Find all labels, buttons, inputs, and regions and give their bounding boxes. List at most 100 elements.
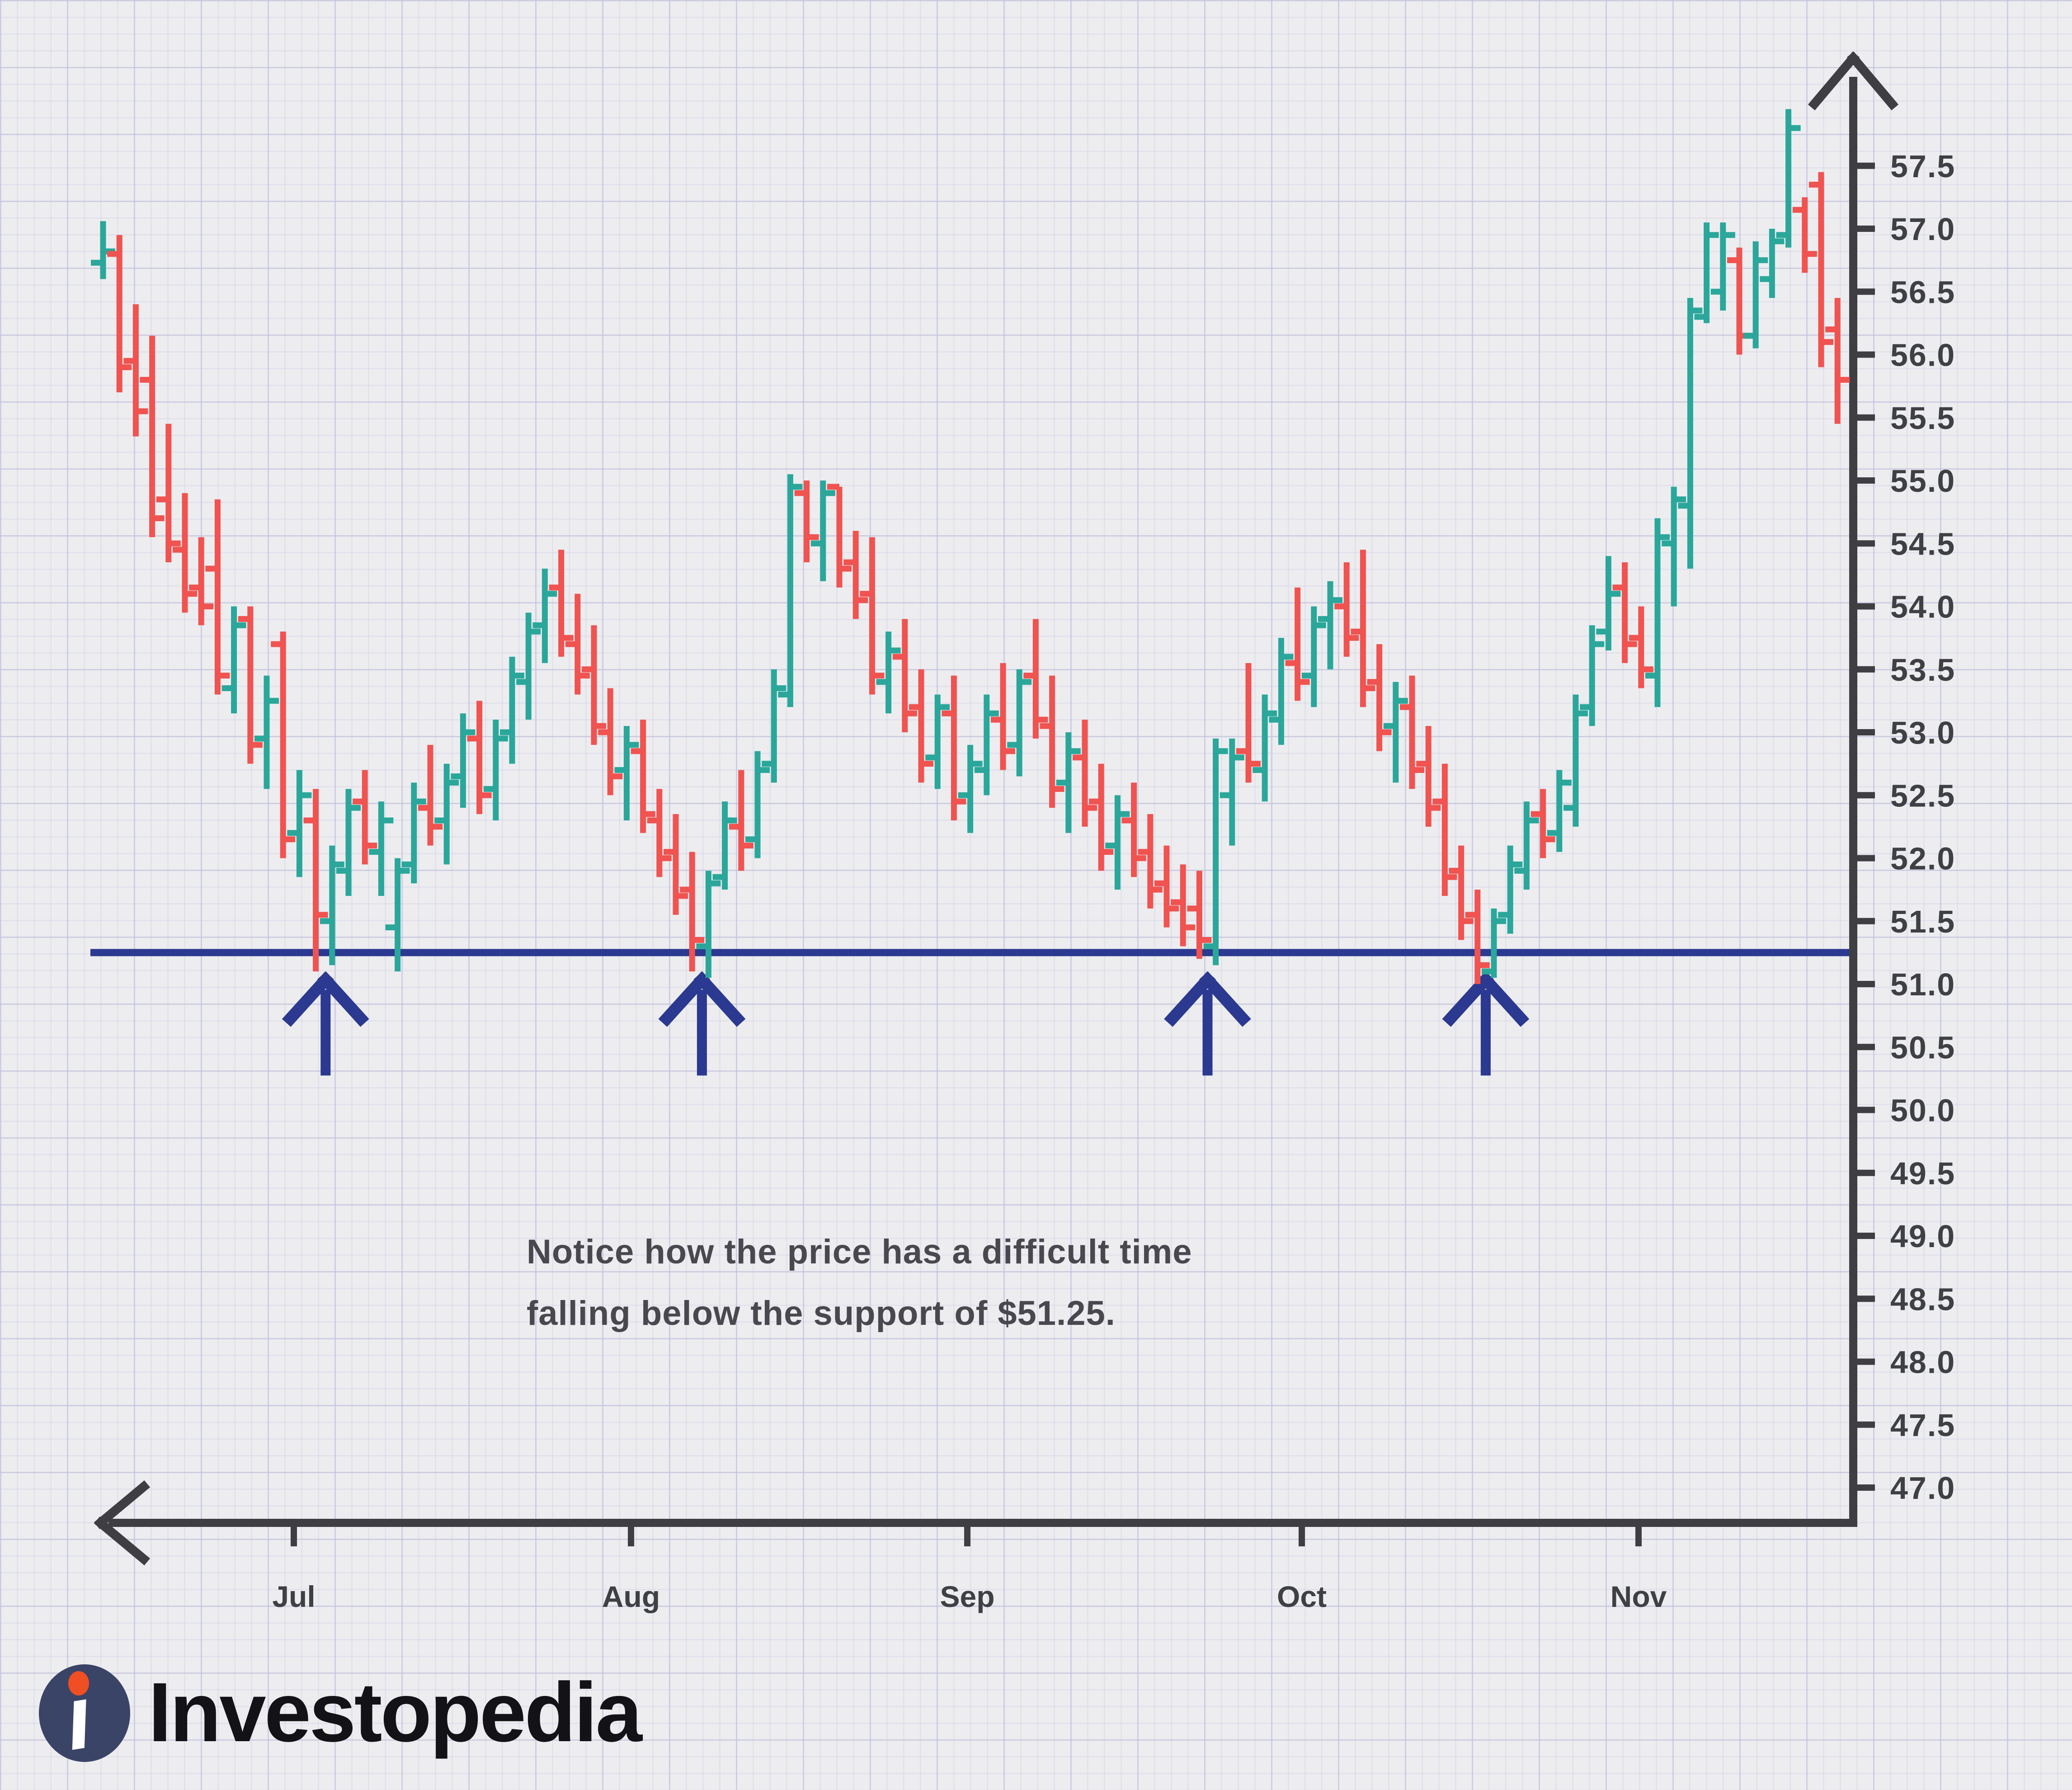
ohlc-bar: [1400, 675, 1424, 789]
x-tick-label: Oct: [1277, 1580, 1327, 1613]
up-arrow-icon: [658, 971, 746, 1076]
ohlc-bar: [385, 858, 410, 972]
ohlc-bar: [173, 493, 197, 613]
ohlc-bar: [238, 606, 263, 764]
ohlc-bar: [1269, 638, 1294, 745]
investopedia-logo-text: Investopedia: [148, 1665, 642, 1759]
y-tick-label: 55.0: [1890, 463, 1955, 499]
ohlc-bar: [1825, 298, 1850, 424]
ohlc-bar: [1040, 675, 1064, 808]
ohlc-bar: [958, 744, 983, 833]
ohlc-bar: [1432, 763, 1457, 896]
ohlc-bar: [664, 814, 688, 915]
ohlc-bar: [696, 871, 721, 978]
y-tick-label: 55.5: [1890, 400, 1955, 436]
ohlc-bar: [1449, 845, 1474, 940]
ohlc-bar: [1334, 562, 1359, 657]
ohlc-bar: [483, 720, 508, 820]
ohlc-bar: [401, 782, 426, 884]
y-tick-label: 47.5: [1890, 1408, 1955, 1443]
ohlc-bar: [1776, 109, 1801, 248]
ohlc-bar: [516, 612, 541, 720]
y-tick-label: 49.0: [1890, 1219, 1955, 1254]
x-tick-label: Aug: [602, 1580, 660, 1613]
ohlc-bar: [745, 751, 770, 858]
ohlc-bar: [532, 568, 557, 663]
ohlc-bar: [189, 537, 214, 626]
ohlc-bar: [221, 606, 246, 714]
ohlc-bar: [1301, 606, 1326, 707]
ohlc-bar: [320, 845, 344, 966]
support-annotation-line1: Notice how the price has a difficult tim…: [527, 1233, 1192, 1271]
ohlc-bar: [353, 770, 377, 865]
ohlc-bar: [336, 789, 361, 896]
y-tick-label: 53.0: [1890, 715, 1955, 750]
ohlc-bar: [1318, 581, 1342, 669]
ohlc-bar: [1678, 298, 1703, 569]
ohlc-bar: [254, 675, 279, 789]
ohlc-bar: [974, 694, 999, 796]
ohlc-bar: [1743, 241, 1768, 349]
ohlc-bar: [467, 701, 492, 815]
ohlc-bar: [1383, 682, 1408, 783]
y-tick-label: 56.5: [1890, 274, 1955, 310]
ohlc-bar: [762, 669, 786, 783]
ohlc-bar: [1580, 625, 1605, 726]
ohlc-bar: [1482, 908, 1506, 978]
ohlc-bar: [1138, 814, 1163, 909]
ohlc-bar: [1367, 644, 1392, 751]
ohlc-bar: [107, 235, 132, 393]
ohlc-bar: [1056, 732, 1081, 833]
ohlc-bar: [1187, 871, 1212, 959]
up-arrow-icon: [1442, 971, 1530, 1076]
support-touch-arrows: [282, 971, 1530, 1076]
ohlc-bar: [892, 619, 917, 732]
ohlc-bar: [598, 688, 623, 796]
y-tick-label: 48.0: [1890, 1345, 1955, 1380]
up-arrow-icon: [282, 971, 369, 1076]
ohlc-bar: [1023, 619, 1048, 739]
ohlc-bar: [1171, 864, 1196, 947]
y-tick-label: 57.5: [1890, 149, 1955, 184]
ohlc-bar: [647, 789, 672, 877]
ohlc-bar: [271, 631, 296, 858]
ohlc-bar: [156, 424, 181, 563]
support-annotation-line2: falling below the support of $51.25.: [527, 1294, 1116, 1333]
ohlc-bar: [91, 221, 115, 279]
ohlc-bar: [303, 789, 328, 972]
ohlc-bar: [1514, 801, 1539, 890]
ohlc-bar: [451, 713, 476, 808]
support-annotation: Notice how the price has a difficult tim…: [527, 1221, 1192, 1344]
ohlc-bar: [1351, 550, 1375, 707]
ohlc-bar: [991, 663, 1015, 770]
ohlc-bar: [565, 594, 590, 695]
ohlc-bar: [1530, 789, 1555, 858]
ohlc-bar: [1694, 222, 1719, 323]
ohlc-bar: [1465, 890, 1490, 984]
ohlc-bar: [1760, 229, 1785, 298]
ohlc-bar: [434, 763, 459, 865]
ohlc-bar: [1121, 782, 1146, 877]
ohlc-bar: [287, 770, 312, 877]
y-tick-label: 54.0: [1890, 589, 1955, 625]
ohlc-bar: [1596, 556, 1621, 650]
ohlc-bar: [778, 474, 803, 707]
ohlc-bar: [909, 669, 933, 783]
ohlc-bar: [205, 499, 230, 695]
ohlc-bar: [1236, 663, 1261, 783]
y-tick-label: 52.5: [1890, 778, 1955, 813]
x-tick-label: Sep: [940, 1580, 994, 1613]
ohlc-bar: [140, 335, 165, 537]
y-tick-label: 51.0: [1890, 967, 1955, 1002]
ohlc-bar: [1007, 669, 1032, 777]
x-tick-label: Jul: [272, 1580, 315, 1613]
ohlc-bar: [1105, 795, 1130, 890]
logo-dot: [68, 1671, 89, 1696]
ohlc-bar: [712, 801, 737, 890]
ohlc-bars: [91, 109, 1850, 984]
y-axis: 57.5 57.0 56.5 56.0 55.5 55.0 54.5 54.0 53.5 53.0…: [1808, 51, 1955, 1527]
y-tick-label: 53.5: [1890, 652, 1955, 688]
x-tick-label: Nov: [1611, 1580, 1667, 1613]
ohlc-bar: [123, 304, 148, 437]
